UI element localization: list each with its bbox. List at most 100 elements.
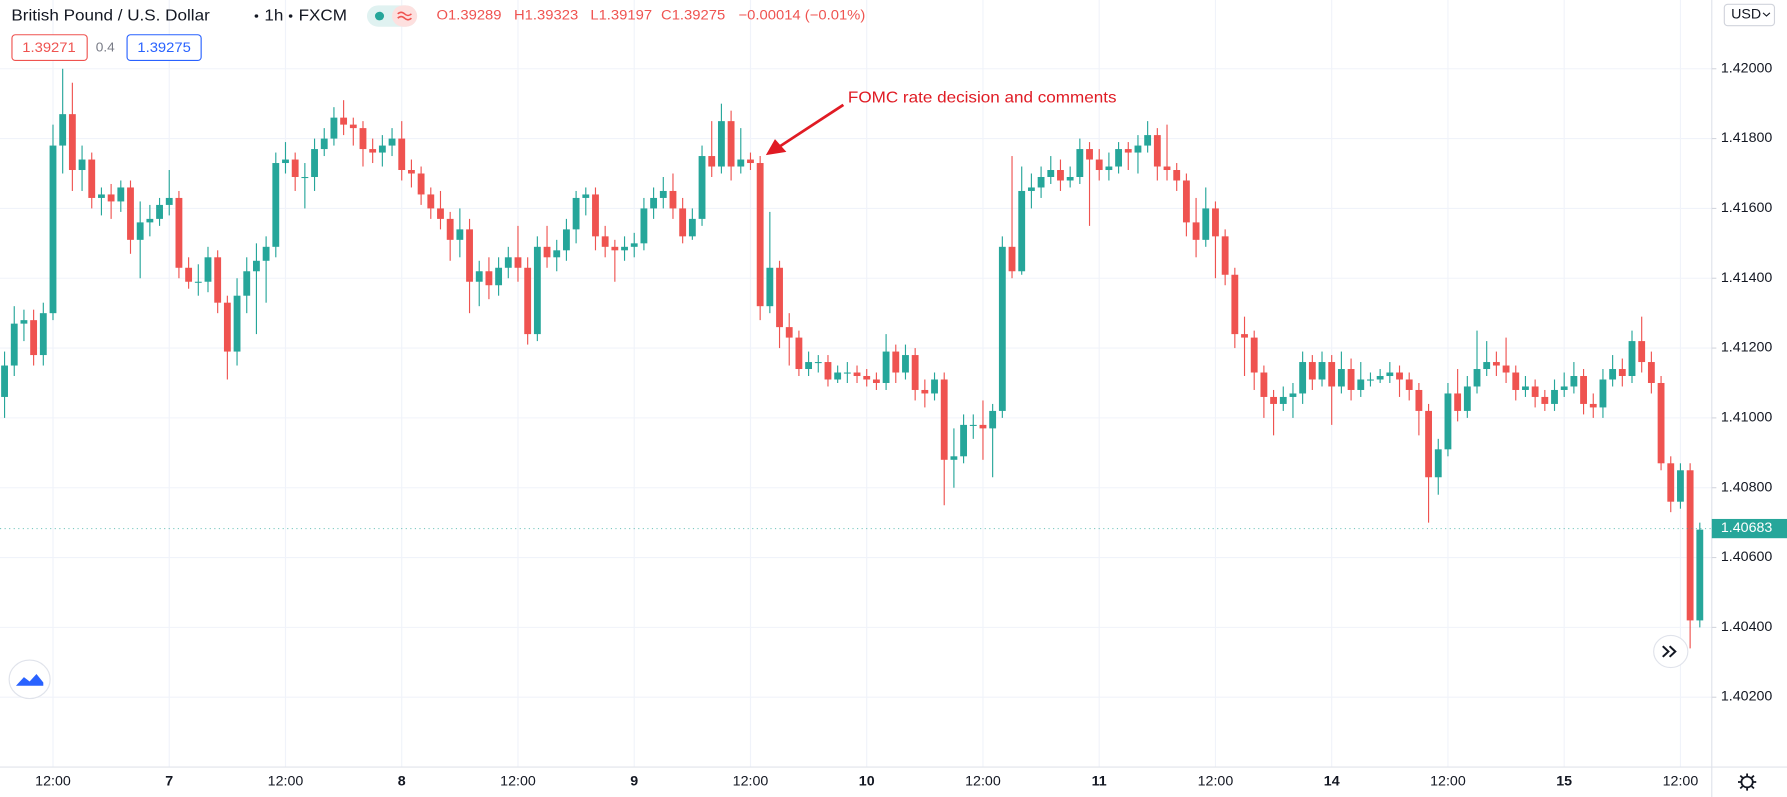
candle-body (872, 379, 880, 383)
candle-body (1231, 274, 1239, 335)
x-tick-label: 12:00 (268, 773, 304, 788)
candle-body (698, 156, 706, 219)
bid: 1.39271 (22, 40, 76, 55)
candle-body (1405, 379, 1413, 390)
y-tick-label: 1.41600 (1721, 199, 1773, 214)
candle-body (708, 156, 716, 167)
bid-box[interactable] (11, 34, 88, 61)
candle-body (185, 267, 193, 282)
x-tick-label: 12:00 (35, 773, 71, 788)
status-toggle-right (392, 5, 418, 27)
candle-body (408, 170, 415, 174)
y-tick-label: 1.41400 (1721, 269, 1773, 284)
candle-body (514, 257, 522, 268)
x-tick-label: 14 (1324, 773, 1340, 788)
ohlc-close: C1.39275 (661, 8, 725, 23)
candle-body (1618, 369, 1626, 377)
candle-body (1076, 149, 1084, 177)
candle-body (504, 257, 512, 268)
candle-body (1609, 369, 1617, 380)
currency-button[interactable] (1723, 3, 1776, 27)
x-tick-label: 12:00 (965, 773, 1001, 788)
candle-body (727, 121, 735, 167)
x-tick-label: 7 (165, 773, 173, 788)
scroll-to-realtime[interactable] (1653, 634, 1689, 669)
candle-body (378, 145, 386, 153)
settings-teeth (1737, 773, 1757, 791)
candle-body (78, 159, 86, 171)
x-tick-label: 12:00 (733, 773, 769, 788)
candle-body (524, 267, 532, 335)
candle-body (1677, 470, 1684, 502)
candle-body (892, 351, 900, 373)
x-tick-label: 12:00 (1430, 773, 1466, 788)
ask-box[interactable] (126, 34, 202, 61)
candle-body (1153, 135, 1161, 167)
candle-body (1182, 180, 1190, 223)
candle-body (262, 246, 270, 261)
currency: USD (1731, 6, 1761, 21)
candle-body (834, 372, 842, 380)
candle-body (1221, 236, 1229, 275)
candle-body (39, 313, 47, 356)
candle-body (68, 114, 76, 171)
candle-body (1473, 369, 1481, 387)
market-open-dot (374, 11, 385, 21)
candle-body (88, 159, 96, 198)
candle-body (359, 128, 367, 150)
x-tick-label: 8 (398, 773, 406, 788)
candle-body (1657, 382, 1665, 464)
candle-body (1105, 166, 1113, 171)
candle-body (1318, 362, 1326, 380)
candle-body (1008, 246, 1016, 272)
candle-body (1328, 362, 1336, 387)
ohlc-high: H1.39323 (514, 8, 578, 23)
candle-body (1541, 396, 1549, 404)
y-tick-label: 1.42000 (1721, 60, 1773, 75)
candle-body (1086, 149, 1093, 160)
candle-body (533, 246, 541, 335)
candle-body (1367, 379, 1374, 381)
candle-body (311, 149, 318, 177)
settings-icon[interactable] (1740, 775, 1754, 789)
candle-body (1066, 176, 1074, 181)
y-tick-label: 1.40400 (1721, 618, 1773, 633)
candle-body (243, 271, 251, 296)
y-tick-label: 1.41200 (1721, 339, 1773, 354)
candle-body (437, 208, 444, 219)
candle-body (175, 197, 183, 268)
grid (0, 0, 1712, 768)
candle-body (1347, 369, 1355, 390)
candle-body (1192, 222, 1200, 240)
candle-body (582, 194, 590, 198)
y-tick-label: 1.41800 (1721, 130, 1773, 145)
candle-body (863, 376, 871, 380)
candle-body (475, 271, 483, 282)
candle-body (1647, 362, 1655, 383)
candle-body (291, 159, 299, 177)
candle-body (427, 194, 435, 209)
candle-body (10, 323, 18, 366)
candle-body (737, 159, 745, 167)
candle-body (669, 190, 677, 209)
candle-body (630, 243, 638, 247)
candle-body (117, 187, 125, 202)
candle-body (1386, 372, 1394, 377)
candle-body (1522, 386, 1529, 390)
x-tick-label: 11 (1092, 773, 1107, 788)
annotation: FOMC rate decision and comments (848, 88, 1117, 106)
candle-body (1260, 372, 1268, 397)
candle-body (1279, 396, 1287, 404)
candle-body (330, 117, 338, 139)
candle-body (1, 365, 8, 397)
candle-body (1095, 159, 1103, 171)
candle-body (1599, 379, 1607, 408)
candle-body (553, 250, 561, 258)
candle-body (1250, 337, 1258, 373)
candle-body (253, 260, 260, 272)
candle-body (776, 267, 783, 328)
candle-body (1115, 149, 1123, 167)
candle-body (601, 236, 609, 247)
logo-badge[interactable] (8, 659, 51, 700)
